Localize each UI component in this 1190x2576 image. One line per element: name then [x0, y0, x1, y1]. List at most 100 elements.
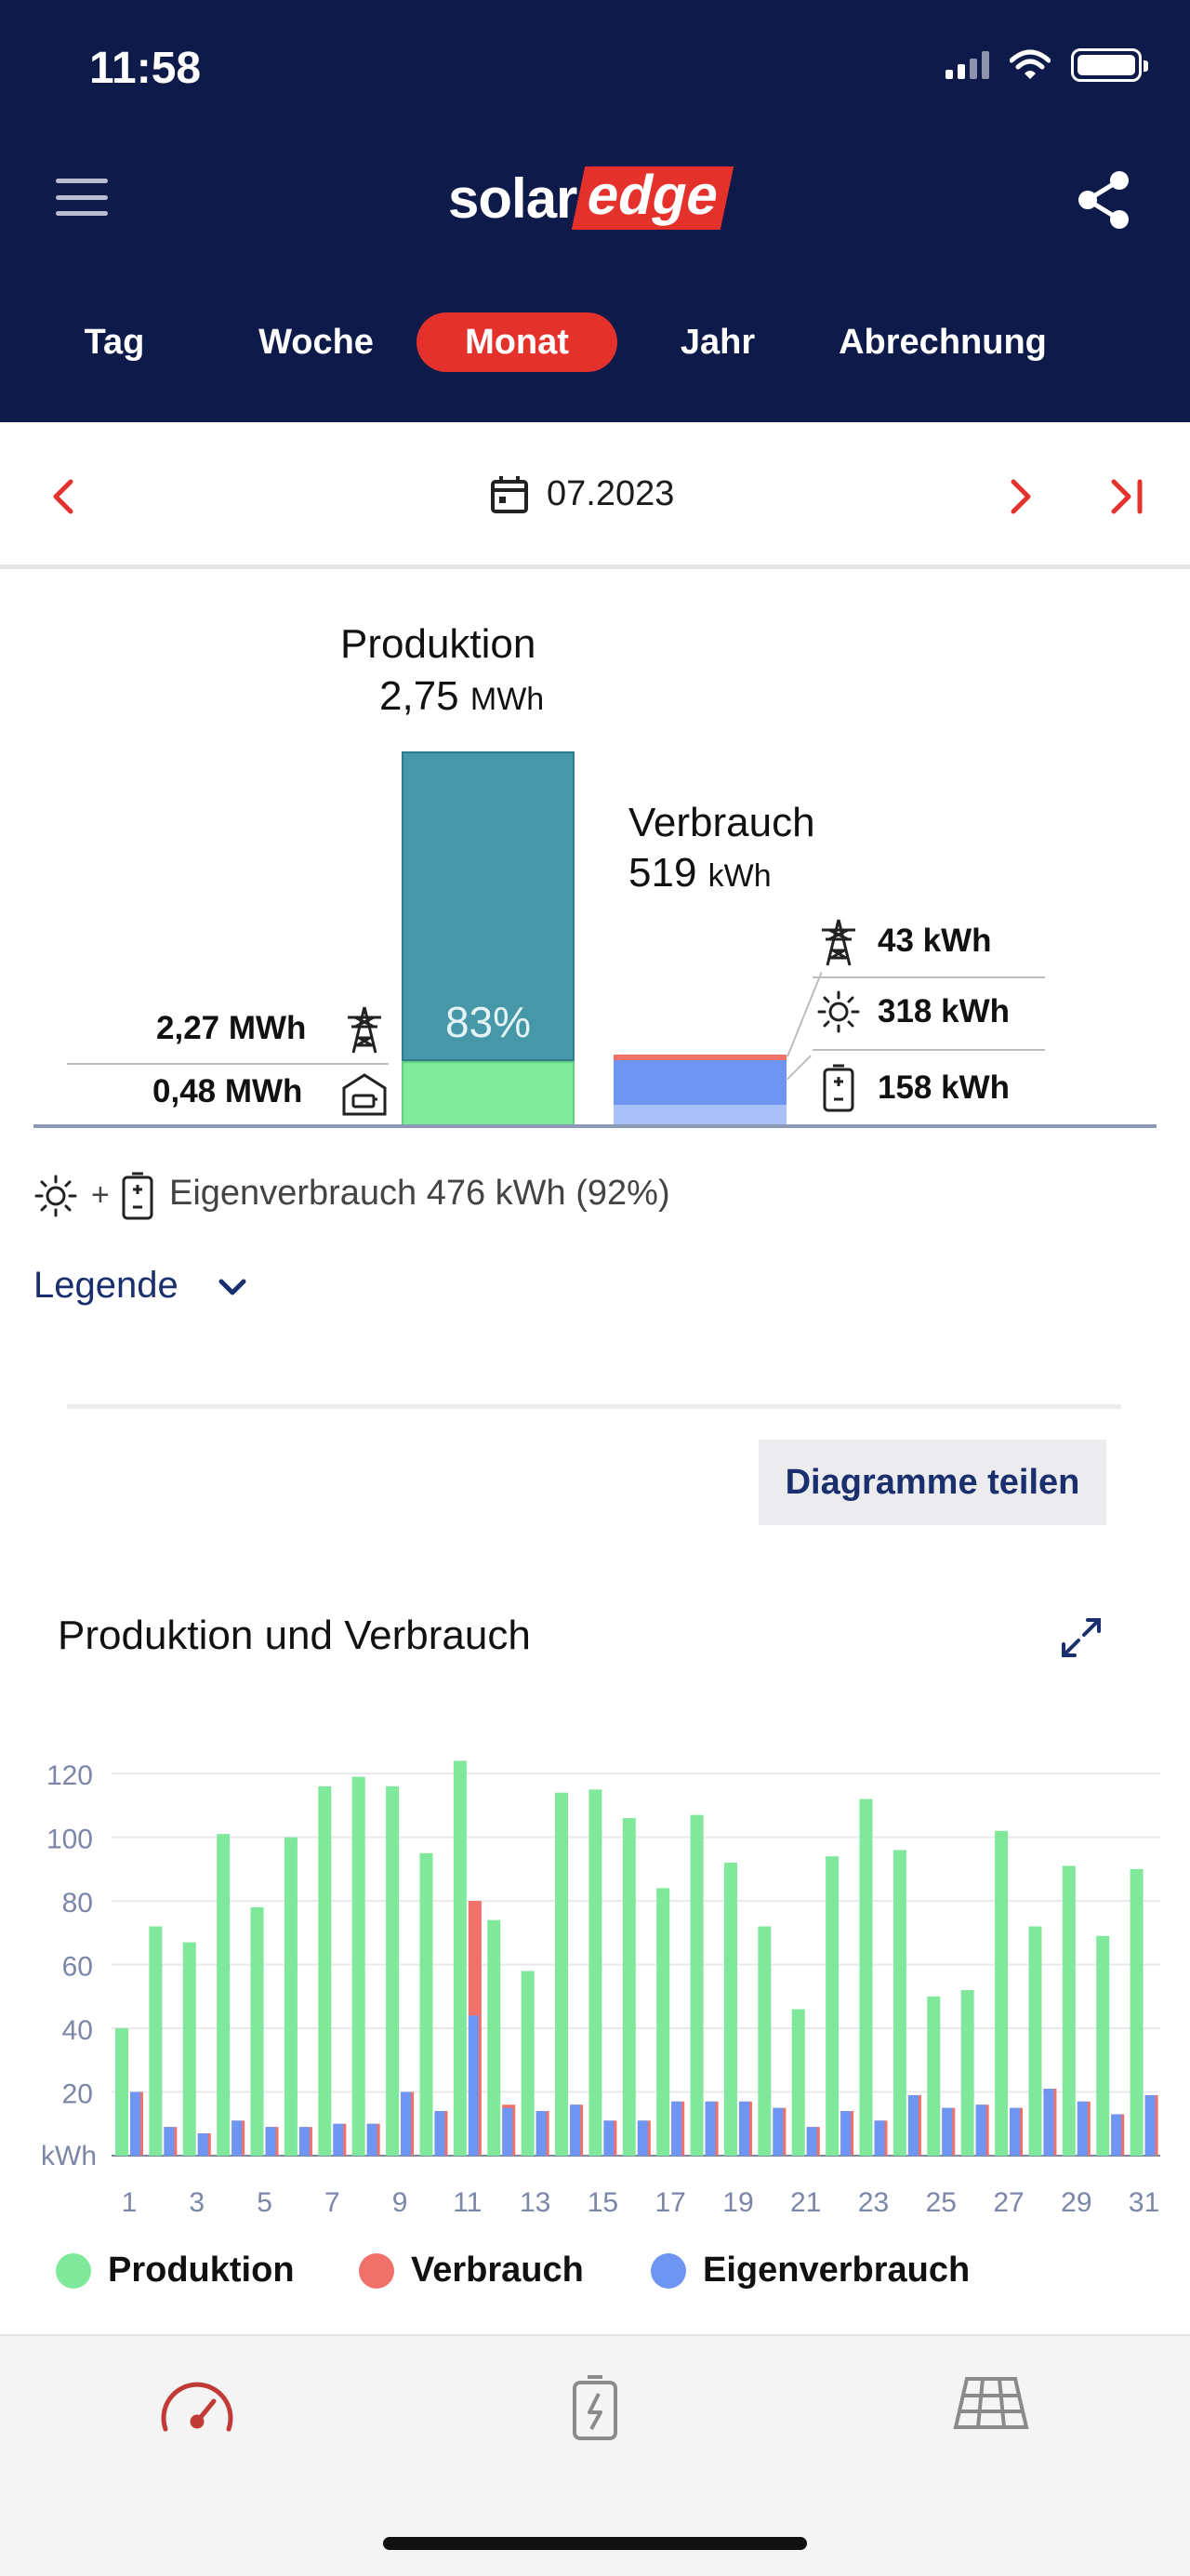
bar-production: [149, 1926, 163, 2156]
production-percentage: 83%: [444, 998, 532, 1046]
bar-self-consumption: [468, 2015, 479, 2156]
selected-date[interactable]: 07.2023: [547, 474, 675, 513]
status-icons: [945, 48, 1148, 82]
sun-icon: [817, 990, 860, 1033]
share-icon[interactable]: [1075, 169, 1134, 231]
bottom-navigation: [0, 2334, 1190, 2576]
bar-production: [1096, 1935, 1110, 2156]
from-solar-label: 318 kWh: [878, 993, 1010, 1029]
bar-production: [892, 1850, 906, 2156]
previous-chevron-icon[interactable]: [46, 474, 80, 519]
bar-self-consumption: [738, 2101, 749, 2156]
bar-self-consumption: [366, 2123, 377, 2156]
x-tick-label: 21: [790, 2187, 821, 2218]
bar-self-consumption: [603, 2120, 615, 2156]
bar-production: [588, 1789, 602, 2156]
right-separator-1: [813, 976, 1045, 978]
legend-toggle[interactable]: Legende: [33, 1265, 178, 1306]
production-export-bar: [402, 751, 575, 1061]
chevron-down-icon[interactable]: [216, 1272, 249, 1302]
bar-production: [318, 1786, 332, 2156]
bar-self-consumption: [671, 2101, 682, 2156]
battery-icon: [1071, 48, 1148, 82]
home-battery-icon: [342, 1073, 387, 1116]
legend-item-consumption: Verbrauch: [359, 2251, 584, 2291]
storage-battery-icon[interactable]: [569, 2373, 621, 2442]
bar-self-consumption: [401, 2091, 412, 2156]
bar-production: [521, 1971, 535, 2156]
bar-production: [826, 1856, 840, 2156]
bar-self-consumption: [434, 2111, 445, 2156]
bar-self-consumption: [333, 2123, 344, 2156]
consumption-unit: kWh: [707, 858, 772, 894]
bar-self-consumption: [705, 2101, 716, 2156]
y-tick-label: 80: [62, 1888, 93, 1919]
legend-dot: [56, 2252, 91, 2289]
y-tick-label: 100: [46, 1825, 93, 1855]
menu-icon[interactable]: [56, 179, 108, 216]
tab-jahr[interactable]: Jahr: [680, 323, 756, 362]
consumption-value: 519: [628, 850, 697, 896]
x-tick-label: 29: [1061, 2187, 1091, 2218]
export-grid-label: 2,27 MWh: [156, 1010, 307, 1046]
tab-abrechnung[interactable]: Abrechnung: [839, 323, 1047, 362]
calendar-icon[interactable]: [489, 474, 530, 515]
dashboard-gauge-icon[interactable]: [158, 2373, 236, 2438]
to-battery-label: 0,48 MWh: [152, 1073, 303, 1109]
legend-item-self-consumption: Eigenverbrauch: [651, 2251, 970, 2291]
x-tick-label: 25: [926, 2187, 957, 2218]
date-navigation: 07.2023: [0, 422, 1190, 569]
bar-production: [723, 1862, 737, 2156]
bar-self-consumption: [1077, 2101, 1088, 2156]
share-charts-button[interactable]: Diagramme teilen: [759, 1440, 1106, 1525]
bar-production: [927, 1996, 941, 2156]
bar-production: [1130, 1868, 1144, 2156]
bar-self-consumption: [265, 2127, 276, 2156]
consumption-grid-bar: [614, 1055, 787, 1060]
tab-woche[interactable]: Woche: [258, 323, 374, 362]
latest-chevron-icon[interactable]: [1106, 474, 1147, 519]
bar-production: [859, 1799, 873, 2156]
bar-production: [791, 2009, 805, 2156]
bar-production: [690, 1814, 704, 2156]
bar-production: [487, 1919, 501, 2156]
bar-production: [995, 1830, 1009, 2156]
grid-pylon-icon: [822, 919, 855, 966]
x-tick-label: 31: [1129, 2187, 1159, 2218]
consumption-solar-bar: [614, 1060, 787, 1105]
bar-self-consumption: [1010, 2107, 1021, 2156]
legend-dot: [651, 2252, 686, 2289]
x-tick-label: 7: [324, 2187, 340, 2218]
next-chevron-icon[interactable]: [1004, 474, 1038, 519]
bar-self-consumption: [130, 2091, 140, 2156]
bar-production: [1028, 1926, 1042, 2156]
bar-self-consumption: [1111, 2114, 1122, 2156]
solar-panel-icon[interactable]: [952, 2373, 1030, 2433]
bar-self-consumption: [907, 2094, 919, 2156]
bar-self-consumption: [840, 2111, 852, 2156]
production-total: 2,75 MWh: [379, 673, 544, 720]
tab-monat[interactable]: Monat: [416, 312, 617, 372]
bar-production: [656, 1888, 670, 2156]
bar-production: [351, 1776, 365, 2156]
legend-label: Verbrauch: [411, 2251, 584, 2290]
legend-item-production: Produktion: [56, 2251, 295, 2291]
legend-label: Produktion: [108, 2251, 295, 2290]
expand-icon[interactable]: [1058, 1614, 1104, 1661]
x-tick-label: 5: [257, 2187, 272, 2218]
bar-production: [217, 1834, 231, 2156]
signal-icon: [945, 51, 989, 79]
bar-production: [960, 1989, 974, 2156]
bar-production: [555, 1792, 569, 2156]
battery-icon: [823, 1064, 854, 1112]
bar-self-consumption: [1043, 2089, 1054, 2156]
app-header: 11:58 solar edge Tag Woche Monat Jahr Ab…: [0, 0, 1190, 422]
chart-title: Produktion und Verbrauch: [58, 1613, 531, 1658]
bar-self-consumption: [231, 2120, 243, 2156]
x-tick-label: 27: [993, 2187, 1024, 2218]
x-tick-label: 9: [392, 2187, 408, 2218]
tab-tag[interactable]: Tag: [84, 323, 145, 362]
x-tick-label: 3: [189, 2187, 205, 2218]
left-separator: [67, 1063, 389, 1065]
